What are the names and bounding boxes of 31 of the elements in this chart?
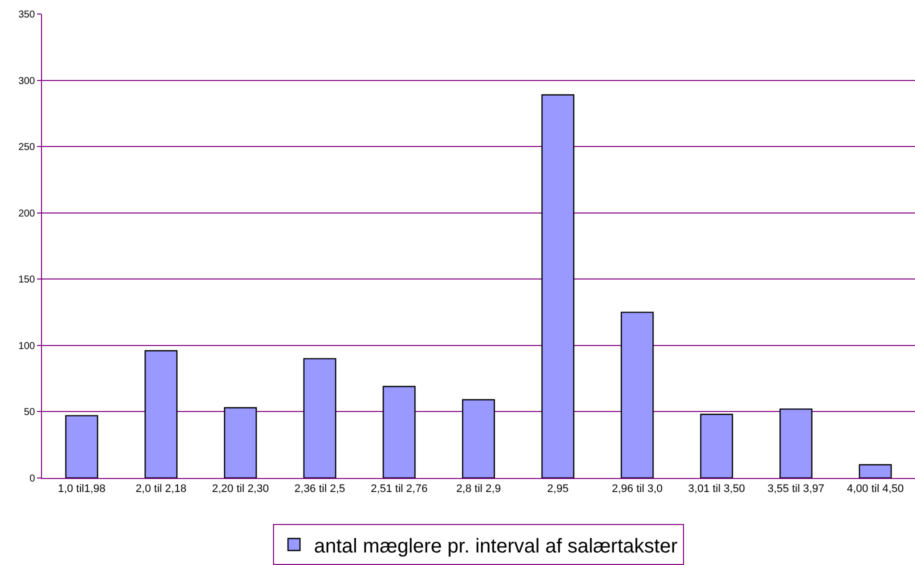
bar bbox=[858, 464, 892, 478]
y-tick-label: 350 bbox=[18, 10, 36, 20]
x-tick-label: 1,0 til1,98 bbox=[58, 483, 106, 496]
bar bbox=[382, 386, 416, 478]
bar bbox=[462, 399, 495, 478]
bar bbox=[144, 350, 178, 478]
bar bbox=[620, 312, 654, 478]
y-tick-label: 50 bbox=[24, 407, 36, 418]
x-tick-label: 2,96 til 3,0 bbox=[612, 483, 663, 496]
y-tick-label: 250 bbox=[18, 142, 36, 154]
x-tick-label: 2,36 til 2,5 bbox=[294, 483, 346, 496]
x-tick-label: 2,0 til 2,18 bbox=[136, 483, 186, 496]
y-tick-label: 150 bbox=[18, 274, 36, 286]
x-tick-label: 3,01 til 3,50 bbox=[688, 483, 746, 496]
x-tick-label: 2,95 bbox=[547, 483, 569, 496]
x-tick-label: 3,55 til 3,97 bbox=[768, 483, 824, 496]
bar bbox=[541, 94, 574, 478]
bar bbox=[224, 407, 257, 478]
y-tick-label: 300 bbox=[18, 76, 36, 87]
bar bbox=[303, 358, 336, 478]
x-tick-label: 2,51 til 2,76 bbox=[370, 483, 428, 496]
y-tick-label: 100 bbox=[18, 340, 36, 352]
x-tick-label: 4,00 til 4,50 bbox=[846, 483, 904, 496]
x-tick-label: 2,8 til 2,9 bbox=[456, 483, 501, 496]
bar bbox=[779, 408, 812, 478]
x-tick-label: 2,20 til 2,30 bbox=[212, 483, 269, 496]
y-tick-label: 200 bbox=[18, 208, 36, 220]
bar bbox=[65, 415, 98, 478]
legend-label: antal mæglere pr. interval af salærtakster bbox=[314, 535, 678, 558]
bar bbox=[700, 414, 734, 478]
y-tick-label: 0 bbox=[29, 474, 36, 484]
